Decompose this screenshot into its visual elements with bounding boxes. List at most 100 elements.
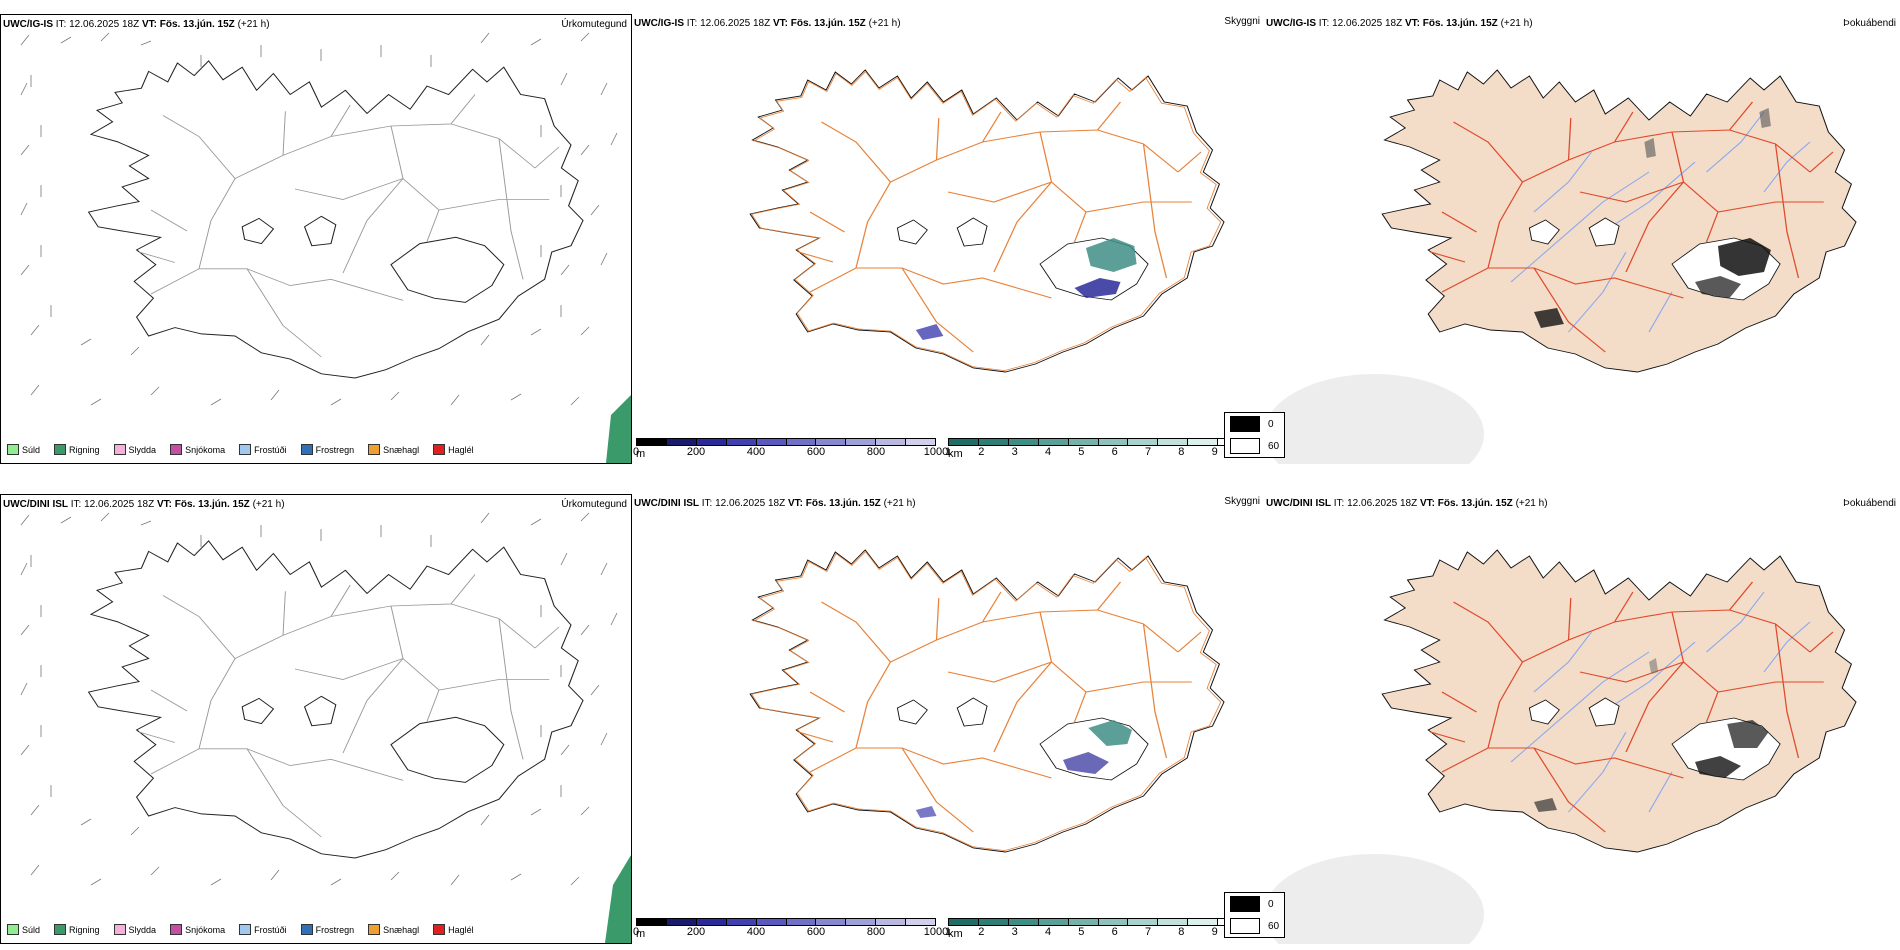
colorbar-tick: 3 [1011,926,1018,938]
colorbar-cell [1098,919,1129,925]
precip-legend-item: Súld [7,444,40,455]
legend-label: Frostregn [315,444,355,455]
colorbar-tick: 5 [1078,926,1085,938]
rain-area [606,395,631,463]
colorbar-tick: 4 [1044,446,1052,458]
colorbar-cell [1188,919,1219,925]
iceland-wind-map [20,512,631,943]
colorbar-cell [696,919,727,925]
colorbar-tick: 2 [978,446,985,458]
fog-haze [1264,374,1484,464]
colorbar-tick: 8 [1178,446,1185,458]
colorbar-cell [876,919,907,925]
precip-legend-item: Slydda [113,444,157,455]
precip-type-panel-1: UWC/IG-IS IT: 12.06.2025 18Z VT: Fös. 13… [0,14,632,464]
visibility-panel-2: UWC/DINI ISL IT: 12.06.2025 18Z VT: Fös.… [632,494,1264,944]
precip-legend: Súld Rigning Slydda Snjókoma Frostúði Frostre… [7,444,484,455]
legend-label: Haglél [448,924,474,935]
legend-swatch [170,924,183,935]
colorbar-cell [1098,439,1129,445]
legend-swatch [54,444,67,455]
precip-legend-item: Snjókoma [170,924,225,935]
colorbar-cell [1128,919,1159,925]
colorbar-cell [756,439,787,445]
colorbar-tick: 1000 [923,926,949,938]
legend-swatch [113,444,126,455]
colorbar-cell [786,439,817,445]
colorbar-tick: 1 [944,926,952,938]
legend-swatch [300,444,313,455]
legend-swatch [7,444,19,455]
legend-label: Frostúði [254,924,287,935]
fog-index-legend: 0 60 [1224,892,1286,938]
legend-label: Frostúði [254,444,287,455]
visibility-panel-1: UWC/IG-IS IT: 12.06.2025 18Z VT: Fös. 13… [632,14,1264,464]
legend-label: Haglél [448,444,474,455]
colorbar-tick: 200 [686,446,706,458]
panel-type-label: Úrkomutegund [561,499,627,510]
legend-label: Snjókoma [185,924,226,935]
legend-label: Rigning [69,444,100,455]
legend-swatch [239,924,252,935]
colorbar-tick: 9 [1211,446,1218,458]
panel-type-label: Þokuábendi [1843,498,1896,509]
colorbar-cell [1188,439,1219,445]
colorbar-cell [816,919,847,925]
legend-swatch [239,444,252,455]
colorbar-tick: 7 [1144,446,1152,458]
visibility-colorbar: 12345678910 km [944,438,1254,460]
colorbar-cell [1038,919,1069,925]
colorbar-tick: 0 [632,446,640,458]
legend-swatch [368,924,381,935]
legend-swatch [433,924,446,935]
precip-legend-item: Snæhagl [368,924,419,935]
iceland-fog-map [1264,69,1857,464]
visibility-colorbar: 12345678910 km [944,918,1254,940]
colorbar-tick: 3 [1011,446,1018,458]
precip-legend-item: Frostúði [239,444,287,455]
colorbar-tick: 4 [1044,926,1052,938]
precip-legend: Súld Rigning Slydda Snjókoma Frostúði Frostre… [7,924,484,935]
ceiling-colorbar: 0 200 400 600 800 1000 m [632,918,948,940]
colorbar-cell [666,439,697,445]
legend-label: Slydda [128,924,157,935]
colorbar-cell [1008,919,1039,925]
colorbar-cell [756,919,787,925]
iceland-fog-map [1264,549,1857,944]
colorbar-cell [846,919,877,925]
colorbar-tick: 600 [806,446,826,458]
colorbar-cell [1158,439,1189,445]
colorbar-tick: 6 [1111,926,1118,938]
fog-area [1534,658,1769,812]
precip-legend-item: Snæhagl [368,444,419,455]
panel-type-label: Skyggni [1224,496,1260,507]
precip-legend-item: Snjókoma [170,444,225,455]
colorbar-cell [786,919,817,925]
colorbar-cell [726,439,757,445]
colorbar-cell [637,439,667,445]
colorbar-cell [637,919,667,925]
colorbar-tick: 1 [944,446,952,458]
wind-barbs [20,32,618,406]
colorbar-cell [1068,919,1099,925]
colorbar-tick: 600 [806,926,826,938]
legend-label: Slydda [128,444,157,455]
colorbar-tick: 8 [1178,926,1185,938]
iceland-wind-map [20,32,631,463]
colorbar-tick: 2 [978,926,985,938]
colorbar-cell [949,919,979,925]
colorbar-tick: 0 [632,926,640,938]
panel-header: UWC/IG-IS IT: 12.06.2025 18Z VT: Fös. 13… [1266,18,1533,29]
low-visibility-area [915,720,1132,818]
legend-swatch [170,444,183,455]
rain-area [605,855,631,943]
legend-label: Snæhagl [383,924,420,935]
colorbar-tick: 7 [1144,926,1152,938]
legend-label: Frostregn [315,924,355,935]
colorbar-cell [876,439,907,445]
colorbar-cell [978,919,1009,925]
colorbar-cell [906,439,936,445]
colorbar-tick: 400 [746,446,766,458]
colorbar-cell [1038,439,1069,445]
precip-legend-item: Frostregn [300,444,355,455]
